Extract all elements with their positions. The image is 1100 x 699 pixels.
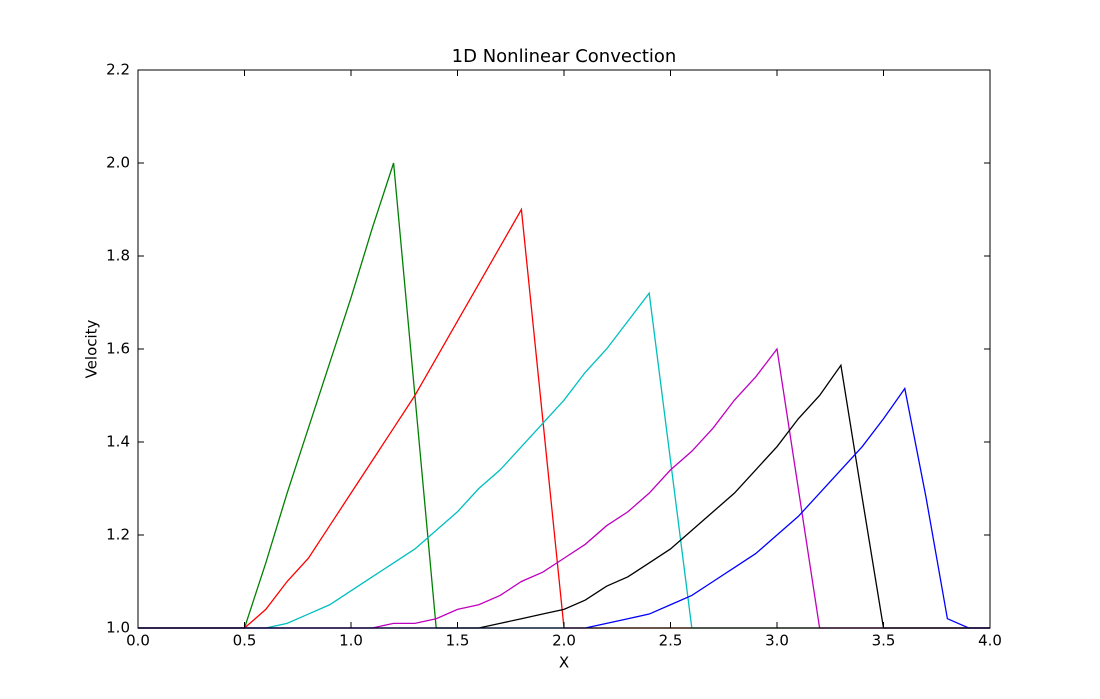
x-tick-label: 1.5 [446, 632, 470, 650]
x-tick-label: 3.0 [765, 632, 789, 650]
x-tick-label: 0.5 [233, 632, 257, 650]
y-tick-label: 1.8 [106, 247, 130, 265]
y-tick-label: 2.0 [106, 154, 130, 172]
y-axis-label: Velocity [83, 319, 101, 378]
x-tick-label: 2.0 [552, 632, 576, 650]
x-tick-label: 1.0 [339, 632, 363, 650]
x-tick-label: 4.0 [978, 632, 1002, 650]
y-tick-label: 1.2 [106, 526, 130, 544]
y-tick-label: 1.4 [106, 433, 130, 451]
x-axis-label: X [559, 654, 569, 672]
x-tick-label: 0.0 [126, 632, 150, 650]
x-tick-label: 3.5 [872, 632, 896, 650]
chart-title: 1D Nonlinear Convection [452, 46, 677, 67]
y-tick-label: 2.2 [106, 61, 130, 79]
y-tick-label: 1.6 [106, 340, 130, 358]
x-tick-label: 2.5 [659, 632, 683, 650]
y-tick-label: 1.0 [106, 619, 130, 637]
